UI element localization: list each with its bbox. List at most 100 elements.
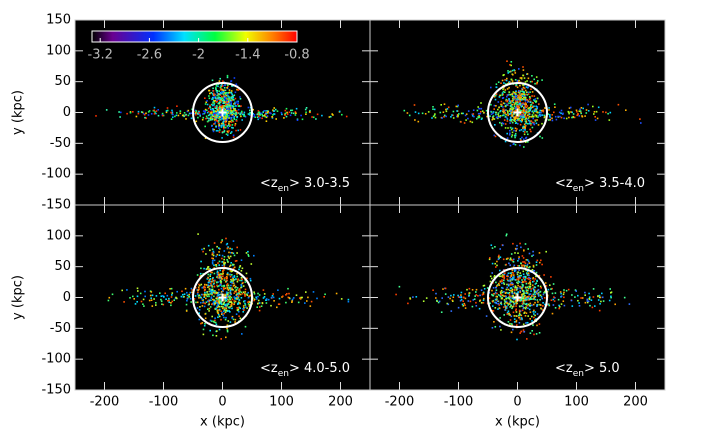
particle xyxy=(512,98,514,100)
particle xyxy=(216,97,219,99)
particle xyxy=(216,330,218,332)
particle xyxy=(151,305,154,307)
particle xyxy=(224,304,226,307)
particle xyxy=(223,301,225,304)
particle xyxy=(237,105,240,107)
particle xyxy=(253,293,256,295)
particle xyxy=(525,306,527,308)
particle xyxy=(563,304,566,307)
particle xyxy=(563,296,565,299)
particle xyxy=(217,120,220,122)
particle xyxy=(209,293,212,295)
particle xyxy=(490,103,492,106)
particle xyxy=(534,283,537,285)
particle xyxy=(406,112,409,114)
particle xyxy=(225,307,227,310)
particle xyxy=(562,293,565,296)
particle xyxy=(525,282,528,285)
particle xyxy=(521,104,523,106)
particle xyxy=(234,124,236,127)
particle xyxy=(277,289,279,291)
particle xyxy=(162,114,165,117)
particle xyxy=(142,303,144,305)
particle xyxy=(497,108,499,111)
particle xyxy=(510,331,513,334)
particle xyxy=(176,105,178,107)
particle xyxy=(212,98,214,100)
panel-label-prefix: <z xyxy=(260,361,278,376)
particle xyxy=(550,276,552,278)
particle xyxy=(218,127,220,129)
particle xyxy=(237,308,240,311)
particle xyxy=(489,302,491,305)
particle xyxy=(224,300,227,302)
particle xyxy=(551,117,553,120)
particle xyxy=(225,336,227,339)
particle xyxy=(526,73,529,75)
particle xyxy=(498,284,501,286)
particle xyxy=(194,113,197,115)
particle xyxy=(478,116,481,118)
particle xyxy=(244,281,247,283)
particle xyxy=(207,308,209,310)
particle xyxy=(229,247,231,250)
particle xyxy=(236,111,239,114)
particle xyxy=(530,130,532,133)
particle xyxy=(291,298,294,301)
particle xyxy=(231,124,234,126)
particle xyxy=(227,100,230,103)
particle xyxy=(287,287,289,290)
particle xyxy=(500,303,503,306)
particle xyxy=(486,287,489,289)
particle xyxy=(519,113,522,116)
particle xyxy=(497,101,500,103)
particle xyxy=(236,246,238,249)
particle xyxy=(219,274,221,276)
particle xyxy=(533,95,536,97)
particle xyxy=(503,114,505,116)
particle xyxy=(433,108,436,111)
particle xyxy=(201,293,203,296)
particle xyxy=(478,114,480,117)
particle xyxy=(237,302,240,304)
particle xyxy=(500,289,503,292)
particle xyxy=(480,111,482,113)
particle xyxy=(215,116,217,118)
y-tick-label: -150 xyxy=(41,383,71,398)
particle xyxy=(173,299,175,301)
particle xyxy=(549,284,551,286)
particle xyxy=(211,303,213,306)
particle xyxy=(219,88,222,91)
particle xyxy=(212,129,214,131)
particle xyxy=(537,80,539,82)
particle xyxy=(203,296,205,298)
particle xyxy=(265,302,268,304)
particle xyxy=(520,305,523,307)
particle xyxy=(530,88,532,90)
particle xyxy=(523,108,526,111)
particle xyxy=(199,113,201,116)
particle xyxy=(533,333,535,336)
particle xyxy=(227,111,229,113)
particle xyxy=(483,297,485,300)
particle xyxy=(180,295,183,298)
particle xyxy=(574,289,577,291)
particle xyxy=(518,269,520,271)
particle xyxy=(273,107,275,109)
particle xyxy=(509,100,511,103)
particle xyxy=(204,97,206,99)
particle xyxy=(255,296,257,299)
particle xyxy=(227,293,229,296)
particle xyxy=(233,275,236,277)
particle xyxy=(225,104,227,106)
panel-label-prefix: <z xyxy=(555,361,573,376)
particle xyxy=(150,299,153,301)
particle xyxy=(491,293,493,296)
x-tick-label: 200 xyxy=(623,395,648,410)
particle xyxy=(233,266,236,269)
particle xyxy=(228,91,231,94)
particle xyxy=(228,117,230,119)
particle xyxy=(494,262,496,265)
particle xyxy=(475,291,477,293)
particle xyxy=(532,324,534,327)
